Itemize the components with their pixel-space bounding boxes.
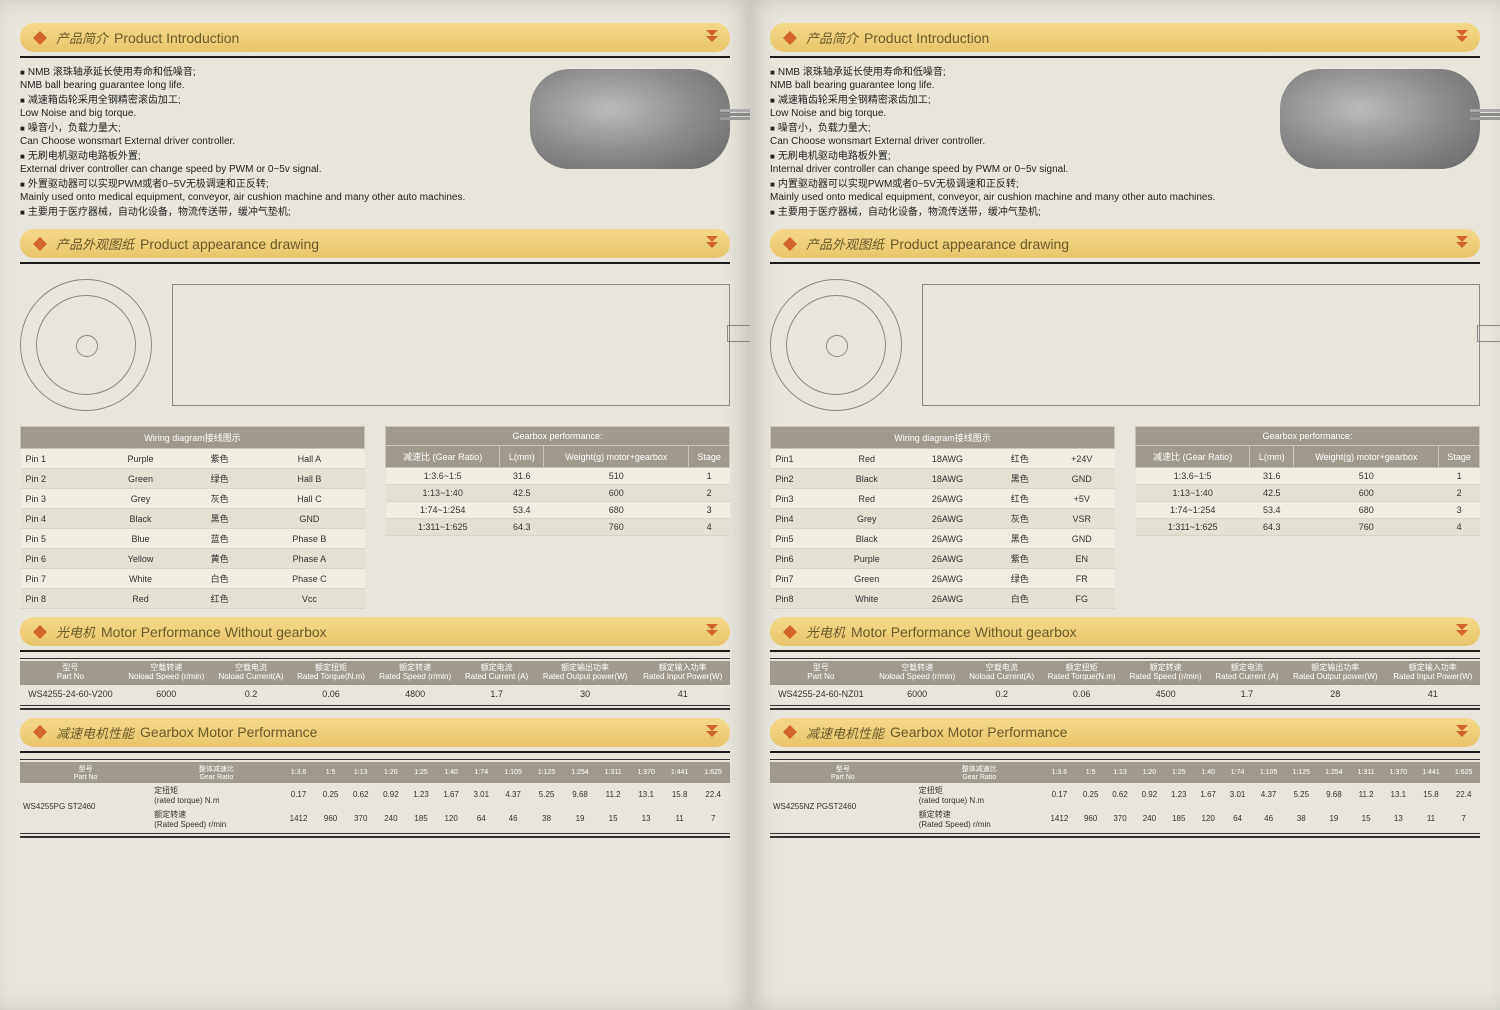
motorperf-zh: 光电机 <box>56 622 95 641</box>
section-motorperf-header: 光电机 Motor Performance Without gearbox <box>20 617 730 646</box>
table-row: 1:3.6~1:531.65101 <box>1136 468 1480 485</box>
intro-item: 主要用于医疗器械，自动化设备，物流传送带，缓冲气垫机; <box>20 206 520 219</box>
diamond-icon <box>782 30 798 46</box>
motor-image <box>530 69 730 169</box>
table-row: 1:74~1:25453.46803 <box>386 502 730 519</box>
wiring-table: Wiring diagram接线图示 Pin 1Purple紫色Hall APi… <box>20 426 365 609</box>
section-drawing-header: 产品外观图纸 Product appearance drawing <box>20 229 730 258</box>
table-row: 1:311~1:62564.37604 <box>386 519 730 536</box>
gearbox-table: Gearbox performance: 减速比 (Gear Ratio)L(m… <box>1135 426 1480 536</box>
technical-drawing <box>770 270 1480 420</box>
gearbox-table: Gearbox performance: 减速比 (Gear Ratio)L(m… <box>385 426 730 536</box>
table-row: Pin 4Black黑色GND <box>21 509 365 529</box>
wiring-table: Wiring diagram接线图示 Pin1Red18AWG红色+24VPin… <box>770 426 1115 609</box>
gearbox-motor-perf-table: 型号Part No整体减速比Gear Ratio1:3.61:51:131:20… <box>20 762 730 831</box>
left-page: 产品简介 Product Introduction NMB 滚珠轴承延长使用寿命… <box>0 0 750 1010</box>
diamond-icon <box>782 624 798 640</box>
intro-item: 无刷电机驱动电路板外置;External driver controller c… <box>20 150 520 176</box>
chevron-icon <box>1454 622 1470 638</box>
table-row: WS4255-24-60-NZ0160000.20.0645001.72841 <box>770 685 1480 703</box>
table-row: Pin6Purple26AWG紫色EN <box>771 549 1115 569</box>
diamond-icon <box>32 30 48 46</box>
chevron-icon <box>704 234 720 250</box>
diamond-icon <box>32 236 48 252</box>
motor-perf-table: 型号Part No空载转速Noload Speed (r/min)空载电流Nol… <box>20 661 730 703</box>
gearperf-en: Gearbox Motor Performance <box>140 724 317 740</box>
intro-zh: 产品简介 <box>56 28 108 47</box>
drawing-en: Product appearance drawing <box>140 236 319 252</box>
table-row: 1:13~1:4042.56002 <box>386 485 730 502</box>
table-row: Pin7Green26AWG绿色FR <box>771 569 1115 589</box>
intro-content: NMB 滚珠轴承延长使用寿命和低噪音;NMB ball bearing guar… <box>770 64 1480 221</box>
motor-perf-table: 型号Part No空载转速Noload Speed (r/min)空载电流Nol… <box>770 661 1480 703</box>
gearperf-zh: 减速电机性能 <box>56 723 134 742</box>
intro-item: NMB 滚珠轴承延长使用寿命和低噪音;NMB ball bearing guar… <box>20 66 520 92</box>
diamond-icon <box>782 236 798 252</box>
intro-item: 噪音小，负载力量大;Can Choose wonsmart External d… <box>770 122 1270 148</box>
table-row: Pin 2Green绿色Hall B <box>21 469 365 489</box>
intro-item: 外置驱动器可以实现PWM或者0~5V无极调速和正反转;Mainly used o… <box>20 178 520 204</box>
motor-image <box>1280 69 1480 169</box>
intro-item: 内置驱动器可以实现PWM或者0~5V无极调速和正反转;Mainly used o… <box>770 178 1270 204</box>
section-intro-header: 产品简介 Product Introduction <box>770 23 1480 52</box>
table-row: Pin4Grey26AWG灰色VSR <box>771 509 1115 529</box>
front-view-drawing <box>20 279 152 411</box>
chevron-icon <box>1454 723 1470 739</box>
front-view-drawing <box>770 279 902 411</box>
intro-content: NMB 滚珠轴承延长使用寿命和低噪音;NMB ball bearing guar… <box>20 64 730 221</box>
side-view-drawing <box>172 284 730 406</box>
chevron-icon <box>704 28 720 44</box>
section-gearperf-header: 减速电机性能 Gearbox Motor Performance <box>770 718 1480 747</box>
chevron-icon <box>1454 28 1470 44</box>
diamond-icon <box>782 724 798 740</box>
table-row: 1:13~1:4042.56002 <box>1136 485 1480 502</box>
intro-item: 主要用于医疗器械，自动化设备，物流传送带，缓冲气垫机; <box>770 206 1270 219</box>
table-row: Pin8White26AWG白色FG <box>771 589 1115 609</box>
table-row: Pin 5Blue蓝色Phase B <box>21 529 365 549</box>
side-view-drawing <box>922 284 1480 406</box>
table-row: Pin 7White白色Phase C <box>21 569 365 589</box>
diamond-icon <box>32 724 48 740</box>
section-drawing-header: 产品外观图纸 Product appearance drawing <box>770 229 1480 258</box>
wiring-header: Wiring diagram接线图示 <box>21 427 365 449</box>
intro-en: Product Introduction <box>114 30 239 46</box>
table-row: WS4255NZ PGST2460定扭矩(rated torque) N.m0.… <box>770 783 1480 807</box>
motorperf-en: Motor Performance Without gearbox <box>101 624 327 640</box>
table-row: Pin2Black18AWG黑色GND <box>771 469 1115 489</box>
intro-item: 减速箱齿轮采用全钢精密滚齿加工;Low Noise and big torque… <box>770 94 1270 120</box>
table-row: Pin5Black26AWG黑色GND <box>771 529 1115 549</box>
drawing-zh: 产品外观图纸 <box>56 234 134 253</box>
intro-item: 噪音小，负载力量大;Can Choose wonsmart External d… <box>20 122 520 148</box>
table-row: Pin 1Purple紫色Hall A <box>21 449 365 469</box>
table-row: Pin 8Red红色Vcc <box>21 589 365 609</box>
intro-item: NMB 滚珠轴承延长使用寿命和低噪音;NMB ball bearing guar… <box>770 66 1270 92</box>
section-gearperf-header: 减速电机性能 Gearbox Motor Performance <box>20 718 730 747</box>
gearbox-motor-perf-table: 型号Part No整体减速比Gear Ratio1:3.61:51:131:20… <box>770 762 1480 831</box>
gearbox-title: Gearbox performance: <box>386 427 730 446</box>
diamond-icon <box>32 624 48 640</box>
technical-drawing <box>20 270 730 420</box>
chevron-icon <box>704 723 720 739</box>
table-row: WS4255PG ST2460定扭矩(rated torque) N.m0.17… <box>20 783 730 807</box>
intro-item: 减速箱齿轮采用全钢精密滚齿加工;Low Noise and big torque… <box>20 94 520 120</box>
intro-item: 无刷电机驱动电路板外置;Internal driver controller c… <box>770 150 1270 176</box>
right-page: 产品简介 Product Introduction NMB 滚珠轴承延长使用寿命… <box>750 0 1500 1010</box>
section-intro-header: 产品简介 Product Introduction <box>20 23 730 52</box>
table-row: Pin 3Grey灰色Hall C <box>21 489 365 509</box>
table-row: Pin 6Yellow黄色Phase A <box>21 549 365 569</box>
section-motorperf-header: 光电机 Motor Performance Without gearbox <box>770 617 1480 646</box>
table-row: 1:74~1:25453.46803 <box>1136 502 1480 519</box>
table-row: Pin1Red18AWG红色+24V <box>771 449 1115 469</box>
table-row: Pin3Red26AWG红色+5V <box>771 489 1115 509</box>
table-row: WS4255-24-60-V20060000.20.0648001.73041 <box>20 685 730 703</box>
table-row: 1:3.6~1:531.65101 <box>386 468 730 485</box>
table-row: 1:311~1:62564.37604 <box>1136 519 1480 536</box>
chevron-icon <box>704 622 720 638</box>
chevron-icon <box>1454 234 1470 250</box>
